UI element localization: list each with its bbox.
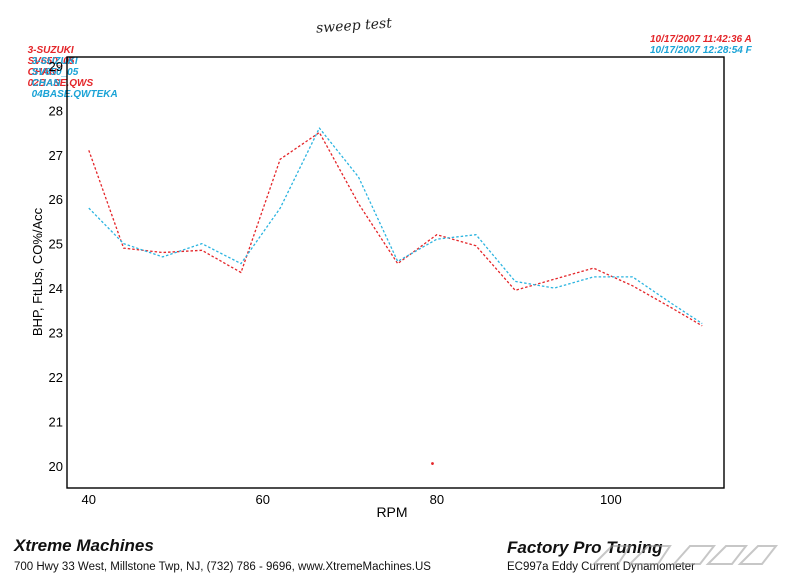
run1-chan: CHAN bbox=[27, 67, 57, 78]
run1-file: 02BASE.QWS bbox=[27, 78, 94, 89]
series-line-2 bbox=[88, 127, 703, 325]
footer-brand: Factory Pro Tuning bbox=[507, 538, 663, 557]
x-axis: 40 60 80 100 bbox=[82, 492, 622, 507]
run1-header: 3-SUZUKI SV650_05 CHAN 02BASE.QWS bbox=[22, 34, 94, 89]
x-tick-label: 60 bbox=[256, 492, 270, 507]
y-tick-label: 22 bbox=[49, 370, 63, 385]
x-tick-label: 80 bbox=[430, 492, 444, 507]
series-line-1 bbox=[88, 131, 703, 327]
series-group bbox=[88, 127, 703, 327]
x-tick-label: 40 bbox=[82, 492, 96, 507]
run1-vehicle: 3-SUZUKI bbox=[27, 45, 74, 56]
y-tick-label: 24 bbox=[49, 281, 63, 296]
plot-frame bbox=[66, 56, 725, 489]
run2-datetime: 10/17/2007 12:28:54 F bbox=[650, 45, 752, 56]
y-tick-label: 23 bbox=[49, 325, 63, 340]
y-tick-label: 28 bbox=[49, 103, 63, 118]
run2-model: SV650_05 bbox=[31, 67, 79, 78]
y-axis-label: BHP, FtLbs, CO%/Acc bbox=[30, 207, 45, 336]
run1-datetime: 10/17/2007 11:42:36 A bbox=[650, 34, 752, 45]
annotations bbox=[431, 462, 434, 465]
footer-company: Xtreme Machines bbox=[14, 536, 154, 555]
y-tick-label: 21 bbox=[49, 414, 63, 429]
y-axis: 20 21 22 23 24 25 26 27 28 29 bbox=[49, 59, 63, 474]
stray-point bbox=[431, 462, 434, 465]
run2-file: 04BASE.QWTEKA bbox=[31, 89, 118, 100]
y-tick-label: 26 bbox=[49, 192, 63, 207]
x-axis-label: RPM bbox=[376, 504, 407, 520]
footer-address: 700 Hwy 33 West, Millstone Twp, NJ, (732… bbox=[14, 561, 431, 573]
watermark-logo bbox=[591, 545, 779, 565]
x-tick-label: 100 bbox=[600, 492, 622, 507]
y-tick-label: 20 bbox=[49, 459, 63, 474]
y-tick-label: 27 bbox=[49, 148, 63, 163]
run2-chan: CHAN bbox=[31, 78, 61, 89]
run2-vehicle: 3-SUZUKI bbox=[31, 56, 78, 67]
y-tick-label: 25 bbox=[49, 237, 63, 252]
y-tick-label: 29 bbox=[49, 59, 63, 74]
run2-header: 3-SUZUKI SV650_05 CHAN 04BASE.QWTEKA bbox=[26, 45, 118, 100]
run1-model: SV650_05 bbox=[27, 56, 75, 67]
